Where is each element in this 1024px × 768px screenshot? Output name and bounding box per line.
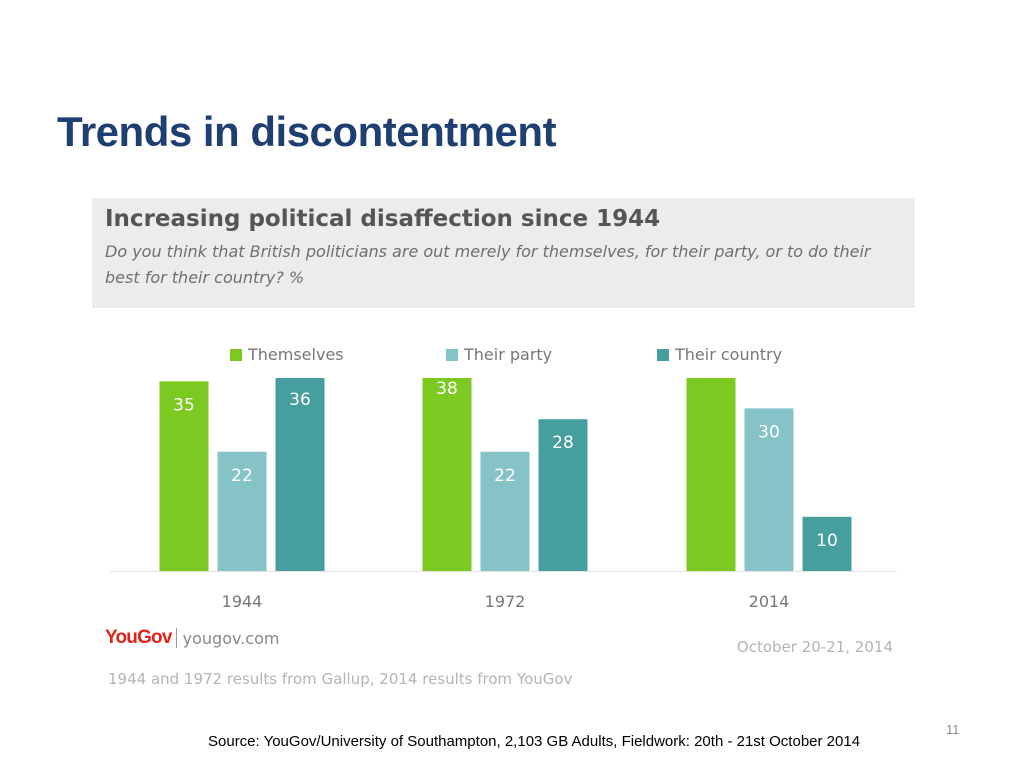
data-label-their-country-1944: 36 bbox=[289, 390, 311, 410]
slide-title: Trends in discontentment bbox=[57, 108, 557, 155]
yougov-footer: YouGov yougov.com bbox=[105, 627, 279, 649]
fieldwork-date: October 20-21, 2014 bbox=[736, 638, 893, 656]
data-label-themselves-1944: 35 bbox=[173, 395, 195, 415]
bar-themselves-1944 bbox=[159, 381, 209, 571]
bar-themselves-1972 bbox=[422, 378, 472, 571]
data-label-their-country-1972: 28 bbox=[552, 433, 574, 453]
data-label-themselves-1972: 38 bbox=[436, 379, 458, 399]
slide-number: 11 bbox=[946, 722, 960, 737]
yougov-url: yougov.com bbox=[182, 628, 280, 648]
data-label-their-country-2014: 10 bbox=[816, 531, 838, 551]
legend-item-their-country: Their country bbox=[657, 345, 782, 364]
legend-item-their-party: Their party bbox=[446, 345, 552, 364]
source-note: Source: YouGov/University of Southampton… bbox=[208, 733, 861, 750]
chart-header: Increasing political disaffection since … bbox=[92, 198, 915, 308]
chart-card: Increasing political disaffection since … bbox=[92, 198, 915, 695]
chart-question: Do you think that British politicians ar… bbox=[105, 242, 871, 287]
chart-legend: Themselves Their party Their country bbox=[92, 345, 915, 367]
bar-themselves-2014 bbox=[686, 378, 736, 571]
legend-swatch-themselves bbox=[230, 348, 242, 361]
chart-source-note: 1944 and 1972 results from Gallup, 2014 … bbox=[108, 670, 573, 688]
bar-their-party-1944 bbox=[217, 451, 267, 571]
legend-label-themselves: Themselves bbox=[248, 345, 344, 364]
logo-divider bbox=[175, 628, 177, 648]
yougov-logo: YouGov bbox=[105, 627, 172, 648]
legend-label-their-country: Their country bbox=[675, 345, 783, 364]
chart-title: Increasing political disaffection since … bbox=[105, 206, 661, 232]
data-label-their-party-1944: 22 bbox=[231, 466, 253, 486]
legend-swatch-their-party bbox=[446, 348, 458, 361]
legend-label-their-party: Their party bbox=[464, 345, 553, 364]
bar-their-country-1944 bbox=[275, 378, 325, 571]
legend-swatch-their-country bbox=[657, 348, 669, 361]
data-label-their-party-2014: 30 bbox=[758, 422, 780, 442]
bar-their-party-2014 bbox=[744, 408, 794, 571]
bar-plot: 352236194438222819724830102014 bbox=[110, 378, 897, 611]
bar-their-country-1972 bbox=[538, 419, 588, 571]
legend-item-themselves: Themselves bbox=[230, 345, 344, 364]
data-label-their-party-1972: 22 bbox=[494, 466, 516, 486]
x-tick-label-1944: 1944 bbox=[222, 592, 263, 611]
bar-their-party-1972 bbox=[480, 451, 530, 571]
x-tick-label-2014: 2014 bbox=[749, 592, 790, 611]
bar-their-country-2014 bbox=[802, 516, 852, 571]
x-tick-label-1972: 1972 bbox=[485, 592, 526, 611]
